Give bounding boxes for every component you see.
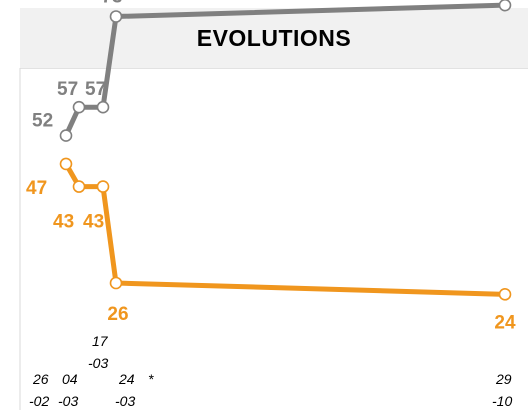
x-tick-label-line2: -03	[58, 393, 78, 409]
series-0-data-label: 73	[101, 0, 122, 8]
series-1-point	[96, 180, 110, 193]
chart-title: EVOLUTIONS	[196, 24, 352, 51]
series-0-point	[109, 10, 123, 23]
series-0-point	[498, 0, 512, 12]
x-tick-label: 29	[495, 371, 512, 387]
x-tick-label: 04	[62, 371, 78, 387]
series-1-point	[498, 288, 512, 301]
chart-title-bar: EVOLUTIONS	[20, 8, 528, 69]
x-tick-label-line2: -10	[492, 393, 512, 409]
x-tick-label: 26	[32, 371, 49, 387]
x-tick-label-line2: -03	[88, 355, 108, 371]
series-0-data-label: 57	[85, 79, 106, 100]
series-1-data-label: 43	[53, 212, 74, 233]
series-0-data-label: 52	[32, 111, 53, 132]
series-1-point	[59, 157, 73, 171]
x-tick-label: 24	[118, 371, 135, 387]
series-0-point	[96, 100, 110, 114]
series-1-point	[109, 276, 123, 290]
series-1-data-label: 24	[494, 312, 516, 333]
series-0-point	[72, 100, 86, 114]
x-tick-label-line2: -03	[115, 393, 135, 409]
series-1-data-label: 26	[107, 304, 128, 325]
series-0-line	[63, 2, 506, 137]
series-0-point	[59, 129, 73, 142]
series-1-data-label: 47	[26, 178, 47, 199]
x-tick-label: *	[148, 371, 154, 387]
series-0-data-label: 57	[57, 79, 78, 100]
x-tick-label-line2: -02	[29, 393, 49, 409]
series-1-line	[63, 162, 506, 297]
x-tick-label: 17	[92, 333, 109, 349]
series-1-point	[72, 180, 86, 193]
series-1-data-label: 43	[83, 212, 104, 233]
